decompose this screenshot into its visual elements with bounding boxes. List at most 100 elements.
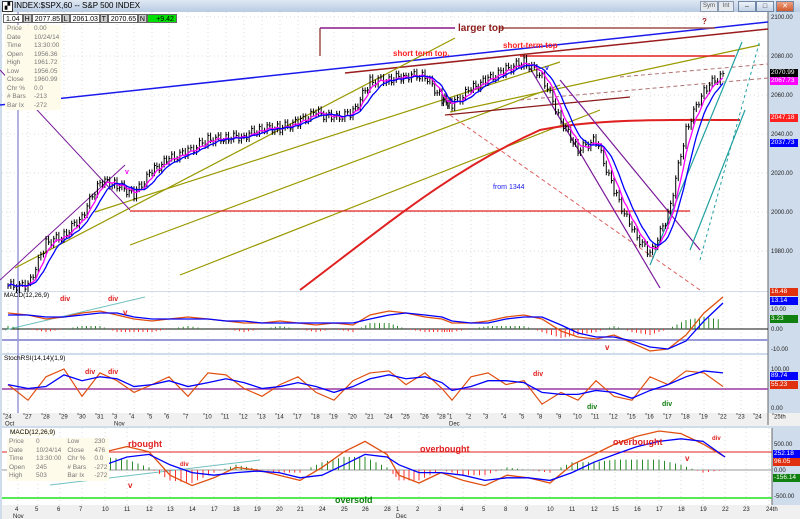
month-label: Dec xyxy=(449,422,460,428)
date-tick-label: 27 xyxy=(25,415,32,421)
data-window-value: 10/24/14 xyxy=(34,33,60,41)
bottom-date-tick-label: 2 xyxy=(416,507,420,513)
date-tick-label: 25 xyxy=(403,415,410,421)
channel-line[interactable] xyxy=(14,37,456,269)
date-tick-label: 24 xyxy=(386,415,393,421)
trendline-darkred-2[interactable] xyxy=(444,96,631,116)
data-window-value: 503 xyxy=(36,472,47,479)
bottom-overbought-label: rbought xyxy=(128,439,162,449)
bottom-date-tick-label: 11 xyxy=(569,507,576,513)
bottom-date-tick-label: 19 xyxy=(254,507,261,513)
date-tick-label: 20 xyxy=(350,415,357,421)
date-tick-label: 26 xyxy=(422,415,429,421)
bottom-overbought-label: overbought xyxy=(613,437,663,447)
data-window-value: 0.00 xyxy=(34,25,47,32)
data-window-row: Date 10/24/14 xyxy=(7,34,59,43)
price-tick-label: 2000.00 xyxy=(771,210,793,216)
stochrsi-k-line xyxy=(7,368,724,405)
value-badge: -156.14 xyxy=(773,474,800,482)
value-badge: 252.18 xyxy=(773,450,800,458)
stochrsi-tick-label: 100.00 xyxy=(771,367,790,373)
bottom-date-tick-label: 17 xyxy=(211,507,218,513)
trendline-blue[interactable] xyxy=(0,21,769,106)
high-value: 2077.85 xyxy=(31,14,62,23)
purple-channel[interactable] xyxy=(559,79,701,251)
bottom-date-tick-label: 18 xyxy=(233,507,240,513)
bottom-date-tick-label: 17 xyxy=(656,507,663,513)
data-window-value: 0.0 xyxy=(34,84,44,92)
data-window-value: 0.0 xyxy=(94,455,104,462)
date-tick-label: 1 xyxy=(449,415,453,421)
data-window-value: -213 xyxy=(34,93,48,100)
data-window-key: Time xyxy=(9,455,24,462)
date-tick-label: 24 xyxy=(5,415,12,421)
date-tick-label: 10 xyxy=(575,415,582,421)
data-window-row: Bar Ix -272 xyxy=(7,102,59,111)
bottom-date-tick-label: 25 xyxy=(341,507,348,513)
value-badge: 2070.99 xyxy=(770,69,798,77)
bottom-date-tick-label: 14 xyxy=(189,507,196,513)
data-window-value: 245 xyxy=(36,463,47,471)
bottom-date-tick-label: 13 xyxy=(167,507,174,513)
channel-line[interactable] xyxy=(94,61,561,213)
trendline-darkred[interactable] xyxy=(344,28,769,74)
macd-tick-label: 0.00 xyxy=(771,327,783,333)
sym-button[interactable]: Sym xyxy=(700,1,718,12)
bottom-date-tick-label: 23 xyxy=(743,507,750,513)
bottom-macd-title: MACD(12,26,9) xyxy=(10,429,56,436)
minimize-button[interactable]: – xyxy=(738,1,756,12)
stochrsi-d-line xyxy=(7,370,724,399)
bottom-trendline[interactable] xyxy=(49,459,261,486)
channel-line[interactable] xyxy=(129,84,561,246)
date-tick-label: 5 xyxy=(149,415,153,421)
bottom-date-tick-label: 26 xyxy=(362,507,369,513)
bottom-date-tick-label: 3 xyxy=(438,507,442,513)
dashed-line[interactable] xyxy=(449,114,701,291)
date-tick-label: 25th xyxy=(774,415,786,421)
data-window-row: Low 230 xyxy=(67,438,107,447)
data-window-row: Time 13:30:00 xyxy=(9,455,61,464)
date-tick-label: 11 xyxy=(593,415,600,421)
maximize-button[interactable]: □ xyxy=(756,1,774,12)
stoch-div-green-label: div xyxy=(587,404,597,411)
macd-signal-line xyxy=(8,302,724,350)
macd-trendline[interactable] xyxy=(4,296,146,331)
data-window-key: Time xyxy=(7,42,22,49)
ratio-value: 1.04 xyxy=(3,14,23,23)
price-tick-label: 2020.00 xyxy=(771,171,793,177)
v-marker: v xyxy=(125,169,129,176)
bottom-date-tick-label: 7 xyxy=(79,507,83,513)
date-tick-label: 5 xyxy=(521,415,525,421)
date-axis xyxy=(2,413,800,426)
date-tick-label: 9 xyxy=(558,415,562,421)
date-tick-label: 13 xyxy=(259,415,266,421)
data-window-row: High 1961.72 xyxy=(7,59,59,68)
purple-channel[interactable] xyxy=(0,164,126,281)
data-window-row: Open 1956.36 xyxy=(7,51,59,60)
purple-channel[interactable] xyxy=(529,67,661,289)
value-badge: 2037.73 xyxy=(770,139,798,147)
date-tick-label: 3 xyxy=(485,415,489,421)
price-tick-label: 2080.00 xyxy=(771,54,793,60)
ma-slow-line xyxy=(7,64,724,287)
date-tick-label: 6 xyxy=(166,415,170,421)
close-button[interactable]: ✕ xyxy=(776,1,794,12)
date-tick-label: 19 xyxy=(701,415,708,421)
data-window-row: Low 1956.05 xyxy=(7,68,59,77)
channel-line[interactable] xyxy=(179,109,601,276)
data-window-row: Chr % 0.0 xyxy=(7,85,59,94)
bottom-date-tick-label: 28 xyxy=(384,507,391,513)
teal-channel[interactable] xyxy=(699,39,761,261)
stoch-div-label: div xyxy=(533,371,543,378)
dashed-line[interactable] xyxy=(619,63,769,78)
date-tick-label: 18 xyxy=(313,415,320,421)
data-window-value: 230 xyxy=(94,438,106,445)
bottom-date-tick-label: 9 xyxy=(525,507,529,513)
data-window-value: 13:30:00 xyxy=(34,42,60,49)
int-button[interactable]: Int xyxy=(718,1,734,12)
data-window-key: Open xyxy=(9,463,25,471)
value-badge: 89.74 xyxy=(770,372,798,380)
data-window-key: Price xyxy=(7,25,22,32)
teal-channel[interactable] xyxy=(689,109,746,251)
